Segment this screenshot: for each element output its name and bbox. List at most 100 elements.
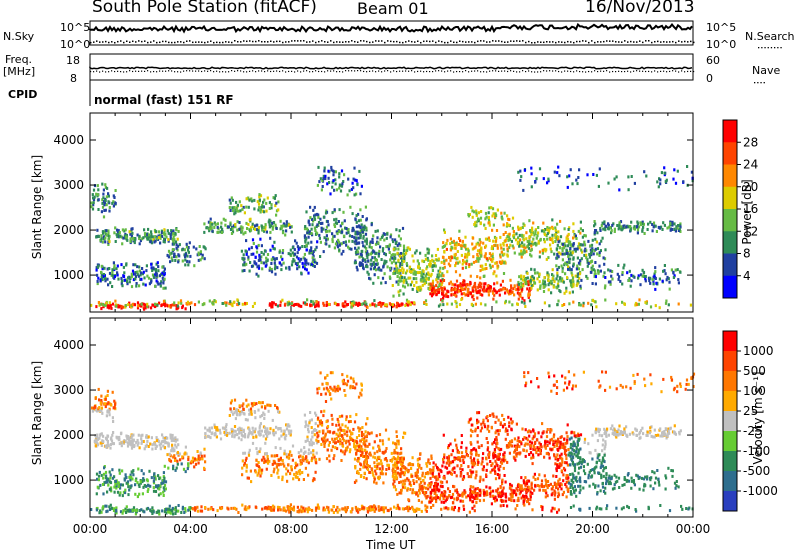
power-cell <box>432 264 436 268</box>
nsearch-dot <box>399 41 401 44</box>
power-cell <box>162 281 165 285</box>
power-cell <box>607 222 610 226</box>
velocity-cell <box>106 389 109 393</box>
velocity-cell <box>166 453 169 457</box>
nave-dot <box>186 70 188 72</box>
power-cell <box>428 263 431 266</box>
velocity-cell <box>398 507 401 511</box>
power-cell <box>356 183 359 187</box>
velocity-cell <box>151 443 154 447</box>
power-cell <box>475 224 478 228</box>
power-cell <box>621 227 624 231</box>
power-cell <box>379 245 382 249</box>
power-cell <box>320 222 323 225</box>
power-cell <box>375 258 378 262</box>
power-cell <box>411 280 414 284</box>
power-cell <box>557 279 560 283</box>
power-cell <box>289 252 292 256</box>
power-cell <box>491 255 494 259</box>
velocity-cell <box>229 407 232 411</box>
power-cell <box>108 306 111 310</box>
power-cell <box>166 253 169 257</box>
power-cell <box>115 267 118 271</box>
power-cell <box>649 220 652 224</box>
power-cell <box>618 275 621 279</box>
velocity-cell <box>124 473 127 477</box>
power-cell <box>405 262 408 265</box>
power-cell <box>402 249 406 253</box>
velocity-cell <box>250 410 253 414</box>
power-cell <box>254 255 257 259</box>
power-cell <box>542 290 546 293</box>
power-cell <box>546 228 549 232</box>
power-cell <box>341 228 344 232</box>
power-cell <box>297 257 300 261</box>
power-cell <box>393 259 396 263</box>
power-cell <box>391 256 394 260</box>
velocity-cell <box>118 435 121 439</box>
power-cell <box>473 283 476 287</box>
power-cell <box>120 276 123 280</box>
power-cell <box>285 220 288 224</box>
velocity-cell <box>117 481 120 485</box>
nsearch-dot <box>480 40 482 42</box>
power-cell <box>102 275 105 278</box>
power-cell <box>141 267 144 270</box>
nave-dot <box>492 70 494 72</box>
power-cell <box>625 225 628 229</box>
power-cell <box>584 247 587 251</box>
power-cell <box>154 235 157 239</box>
velocity-cell <box>134 479 137 483</box>
power-cell <box>529 229 532 232</box>
power-cell <box>290 230 293 234</box>
power-cell <box>369 267 372 271</box>
power-cell <box>547 177 550 181</box>
power-cell <box>603 222 606 226</box>
velocity-cell <box>155 436 158 440</box>
power-cell <box>356 232 359 236</box>
power-cell <box>255 245 258 249</box>
power-cell <box>519 292 522 295</box>
power-cell <box>286 301 289 305</box>
power-cell <box>567 267 570 271</box>
power-cell <box>663 171 666 175</box>
power-cell <box>319 177 322 181</box>
nsearch-dot <box>468 41 470 43</box>
power-cell <box>446 238 449 242</box>
nave-dot <box>390 71 392 73</box>
velocity-cell <box>307 473 310 477</box>
nave-dot <box>438 70 440 72</box>
power-cell <box>295 255 299 259</box>
velocity-cell <box>249 469 252 473</box>
velocity-cell <box>183 452 186 456</box>
power-cell <box>298 246 302 250</box>
nsearch-dot <box>666 41 668 43</box>
nsky-tick-top: 10^5 <box>60 21 91 34</box>
power-cell <box>561 270 564 274</box>
nave-dot <box>651 71 653 73</box>
power-cell <box>133 303 137 307</box>
velocity-cell <box>246 476 249 480</box>
power-cell <box>611 223 614 227</box>
power-cell <box>272 221 276 225</box>
power-cell <box>337 220 340 223</box>
velocity-cell <box>258 433 261 437</box>
power-cell <box>234 223 237 226</box>
power-cell <box>268 268 271 272</box>
power-cell <box>403 247 406 251</box>
power-cell <box>460 286 463 290</box>
velocity-cell <box>121 469 124 473</box>
power-cell <box>401 262 404 266</box>
power-cell <box>641 222 644 226</box>
nsearch-dot <box>510 40 512 42</box>
power-cell <box>604 284 607 288</box>
power-cell <box>385 245 388 249</box>
power-cell <box>136 270 139 274</box>
nave-dot <box>258 70 260 72</box>
power-cell <box>484 303 487 307</box>
nave-dot <box>585 71 587 73</box>
power-cell <box>629 225 632 229</box>
power-cell <box>516 240 520 244</box>
power-cell <box>280 226 283 230</box>
power-cell <box>331 232 334 236</box>
